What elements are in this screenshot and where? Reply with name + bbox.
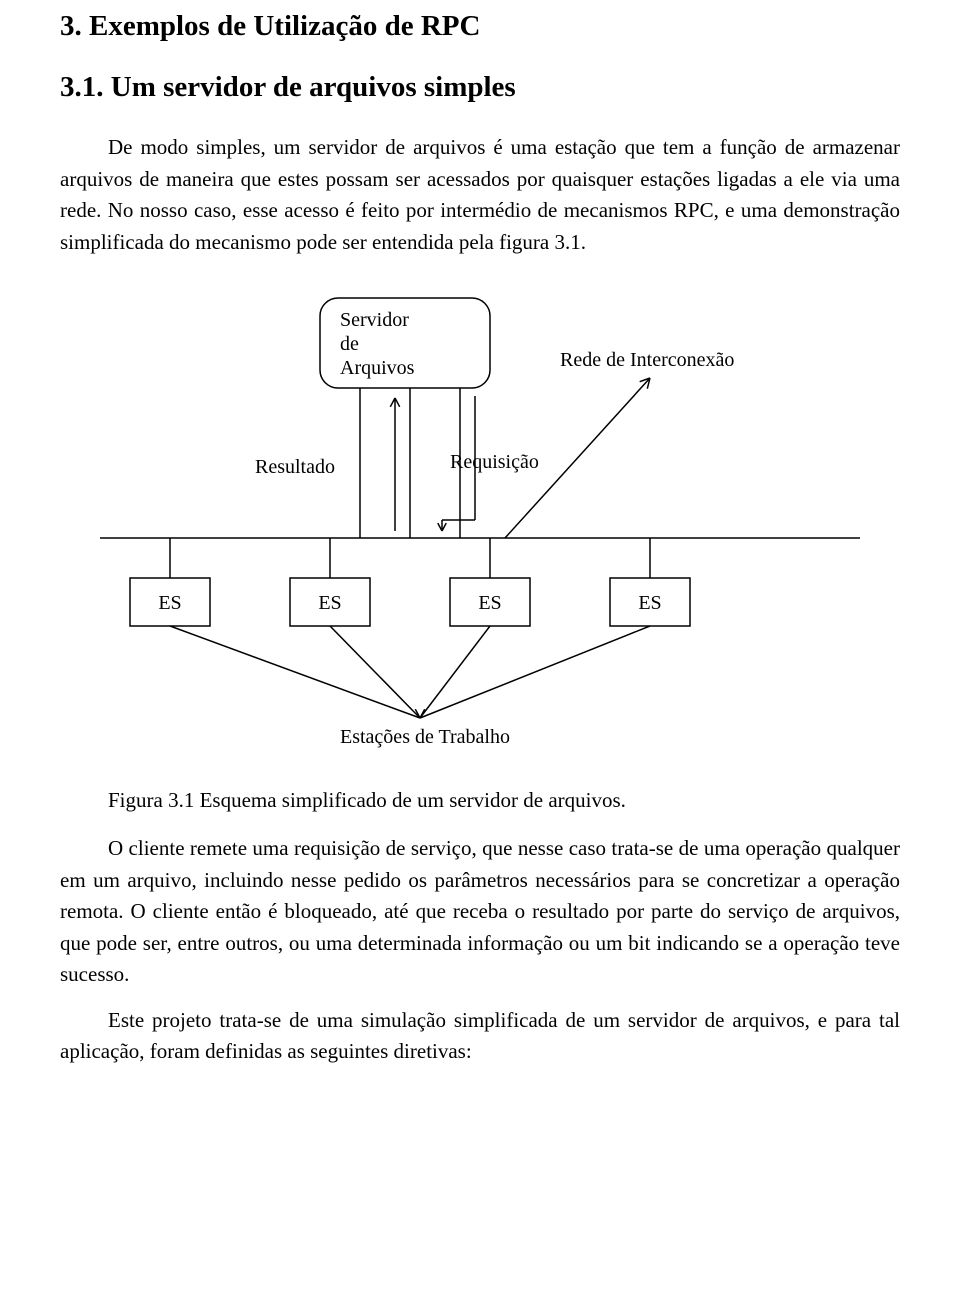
figure-caption: Figura 3.1 Esquema simplificado de um se… xyxy=(60,788,900,813)
svg-text:Servidor: Servidor xyxy=(340,309,409,331)
figure-diagram: ServidordeArquivos Rede de Interconexão Re… xyxy=(60,288,900,758)
svg-text:ES: ES xyxy=(158,592,181,614)
section-title: 3. Exemplos de Utilização de RPC xyxy=(60,10,900,43)
svg-text:Arquivos: Arquivos xyxy=(340,357,415,379)
document-page: 3. Exemplos de Utilização de RPC 3.1. Um… xyxy=(0,0,960,1122)
svg-text:Resultado: Resultado xyxy=(255,456,335,478)
svg-text:Estações de Trabalho: Estações de Trabalho xyxy=(340,726,510,748)
svg-text:ES: ES xyxy=(478,592,501,614)
subsection-title: 3.1. Um servidor de arquivos simples xyxy=(60,71,900,104)
paragraph-client: O cliente remete uma requisição de servi… xyxy=(60,833,900,991)
svg-text:ES: ES xyxy=(318,592,341,614)
paragraph-intro: De modo simples, um servidor de arquivos… xyxy=(60,132,900,258)
svg-text:ES: ES xyxy=(638,592,661,614)
svg-text:Requisição: Requisição xyxy=(450,451,539,473)
svg-text:de: de xyxy=(340,333,359,355)
rpc-diagram-svg: ServidordeArquivos Rede de Interconexão Re… xyxy=(60,288,900,758)
svg-text:Rede de Interconexão: Rede de Interconexão xyxy=(560,349,734,371)
paragraph-project: Este projeto trata-se de uma simulação s… xyxy=(60,1005,900,1068)
